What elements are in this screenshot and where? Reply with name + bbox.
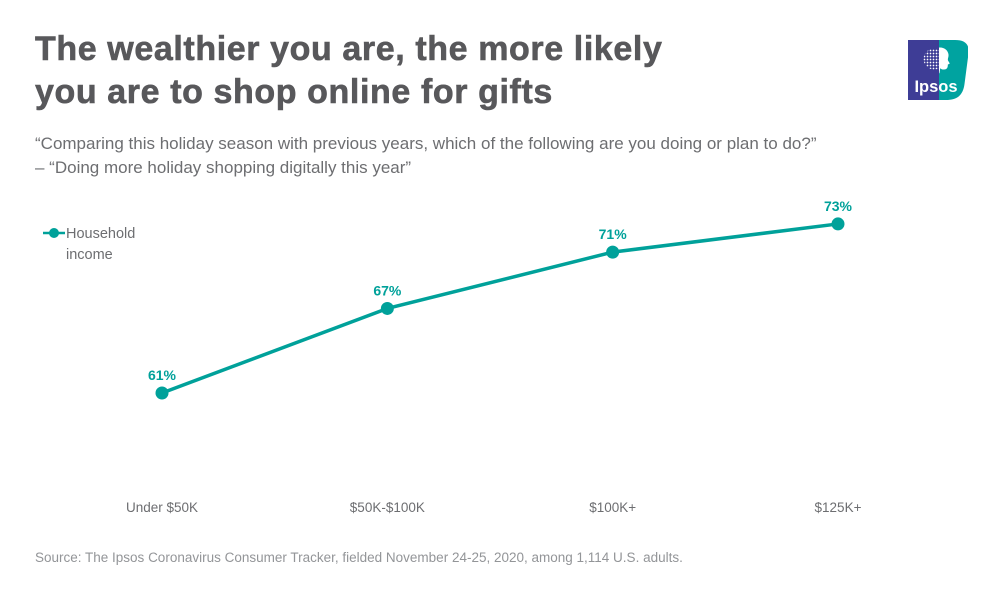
page-title-line2: you are to shop online for gifts — [35, 73, 553, 112]
data-point-4 — [831, 217, 845, 231]
survey-question-line2: – “Doing more holiday shopping digitally… — [35, 157, 412, 177]
legend-dot-icon — [49, 228, 59, 238]
logo-wordmark: Ipsos — [914, 78, 957, 96]
value-label-2: 67% — [373, 282, 402, 298]
ipsos-logo: Ipsos — [908, 40, 968, 100]
legend-label: Household income — [66, 226, 135, 263]
value-label-3: 71% — [599, 226, 628, 242]
survey-question: “Comparing this holiday season with prev… — [35, 132, 817, 179]
data-point-3 — [606, 245, 620, 259]
x-axis-label-4: $125K+ — [815, 500, 862, 515]
survey-question-line1: “Comparing this holiday season with prev… — [35, 134, 817, 153]
logo-face-icon — [939, 47, 950, 74]
source-note: Source: The Ipsos Coronavirus Consumer T… — [35, 550, 683, 565]
x-axis-label-3: $100K+ — [589, 500, 636, 515]
value-label-1: 61% — [148, 367, 177, 383]
value-label-4: 73% — [824, 198, 853, 214]
trend-line — [161, 222, 839, 395]
page-title: The wealthier you are, the more likely y… — [35, 28, 662, 114]
data-point-1 — [155, 386, 169, 400]
x-axis-label-1: Under $50K — [126, 500, 198, 515]
x-axis-label-2: $50K-$100K — [350, 500, 425, 515]
legend: Household income — [43, 226, 135, 263]
data-point-2 — [380, 301, 394, 315]
page-title-line1: The wealthier you are, the more likely — [35, 30, 663, 69]
